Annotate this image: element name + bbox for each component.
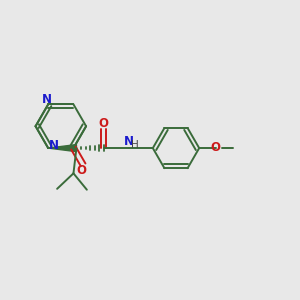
Text: N: N — [49, 139, 58, 152]
Text: N: N — [42, 93, 52, 106]
Text: O: O — [211, 141, 221, 154]
Text: H: H — [130, 140, 138, 150]
Text: O: O — [76, 164, 87, 177]
Polygon shape — [48, 145, 76, 152]
Text: O: O — [98, 117, 108, 130]
Text: N: N — [124, 135, 134, 148]
